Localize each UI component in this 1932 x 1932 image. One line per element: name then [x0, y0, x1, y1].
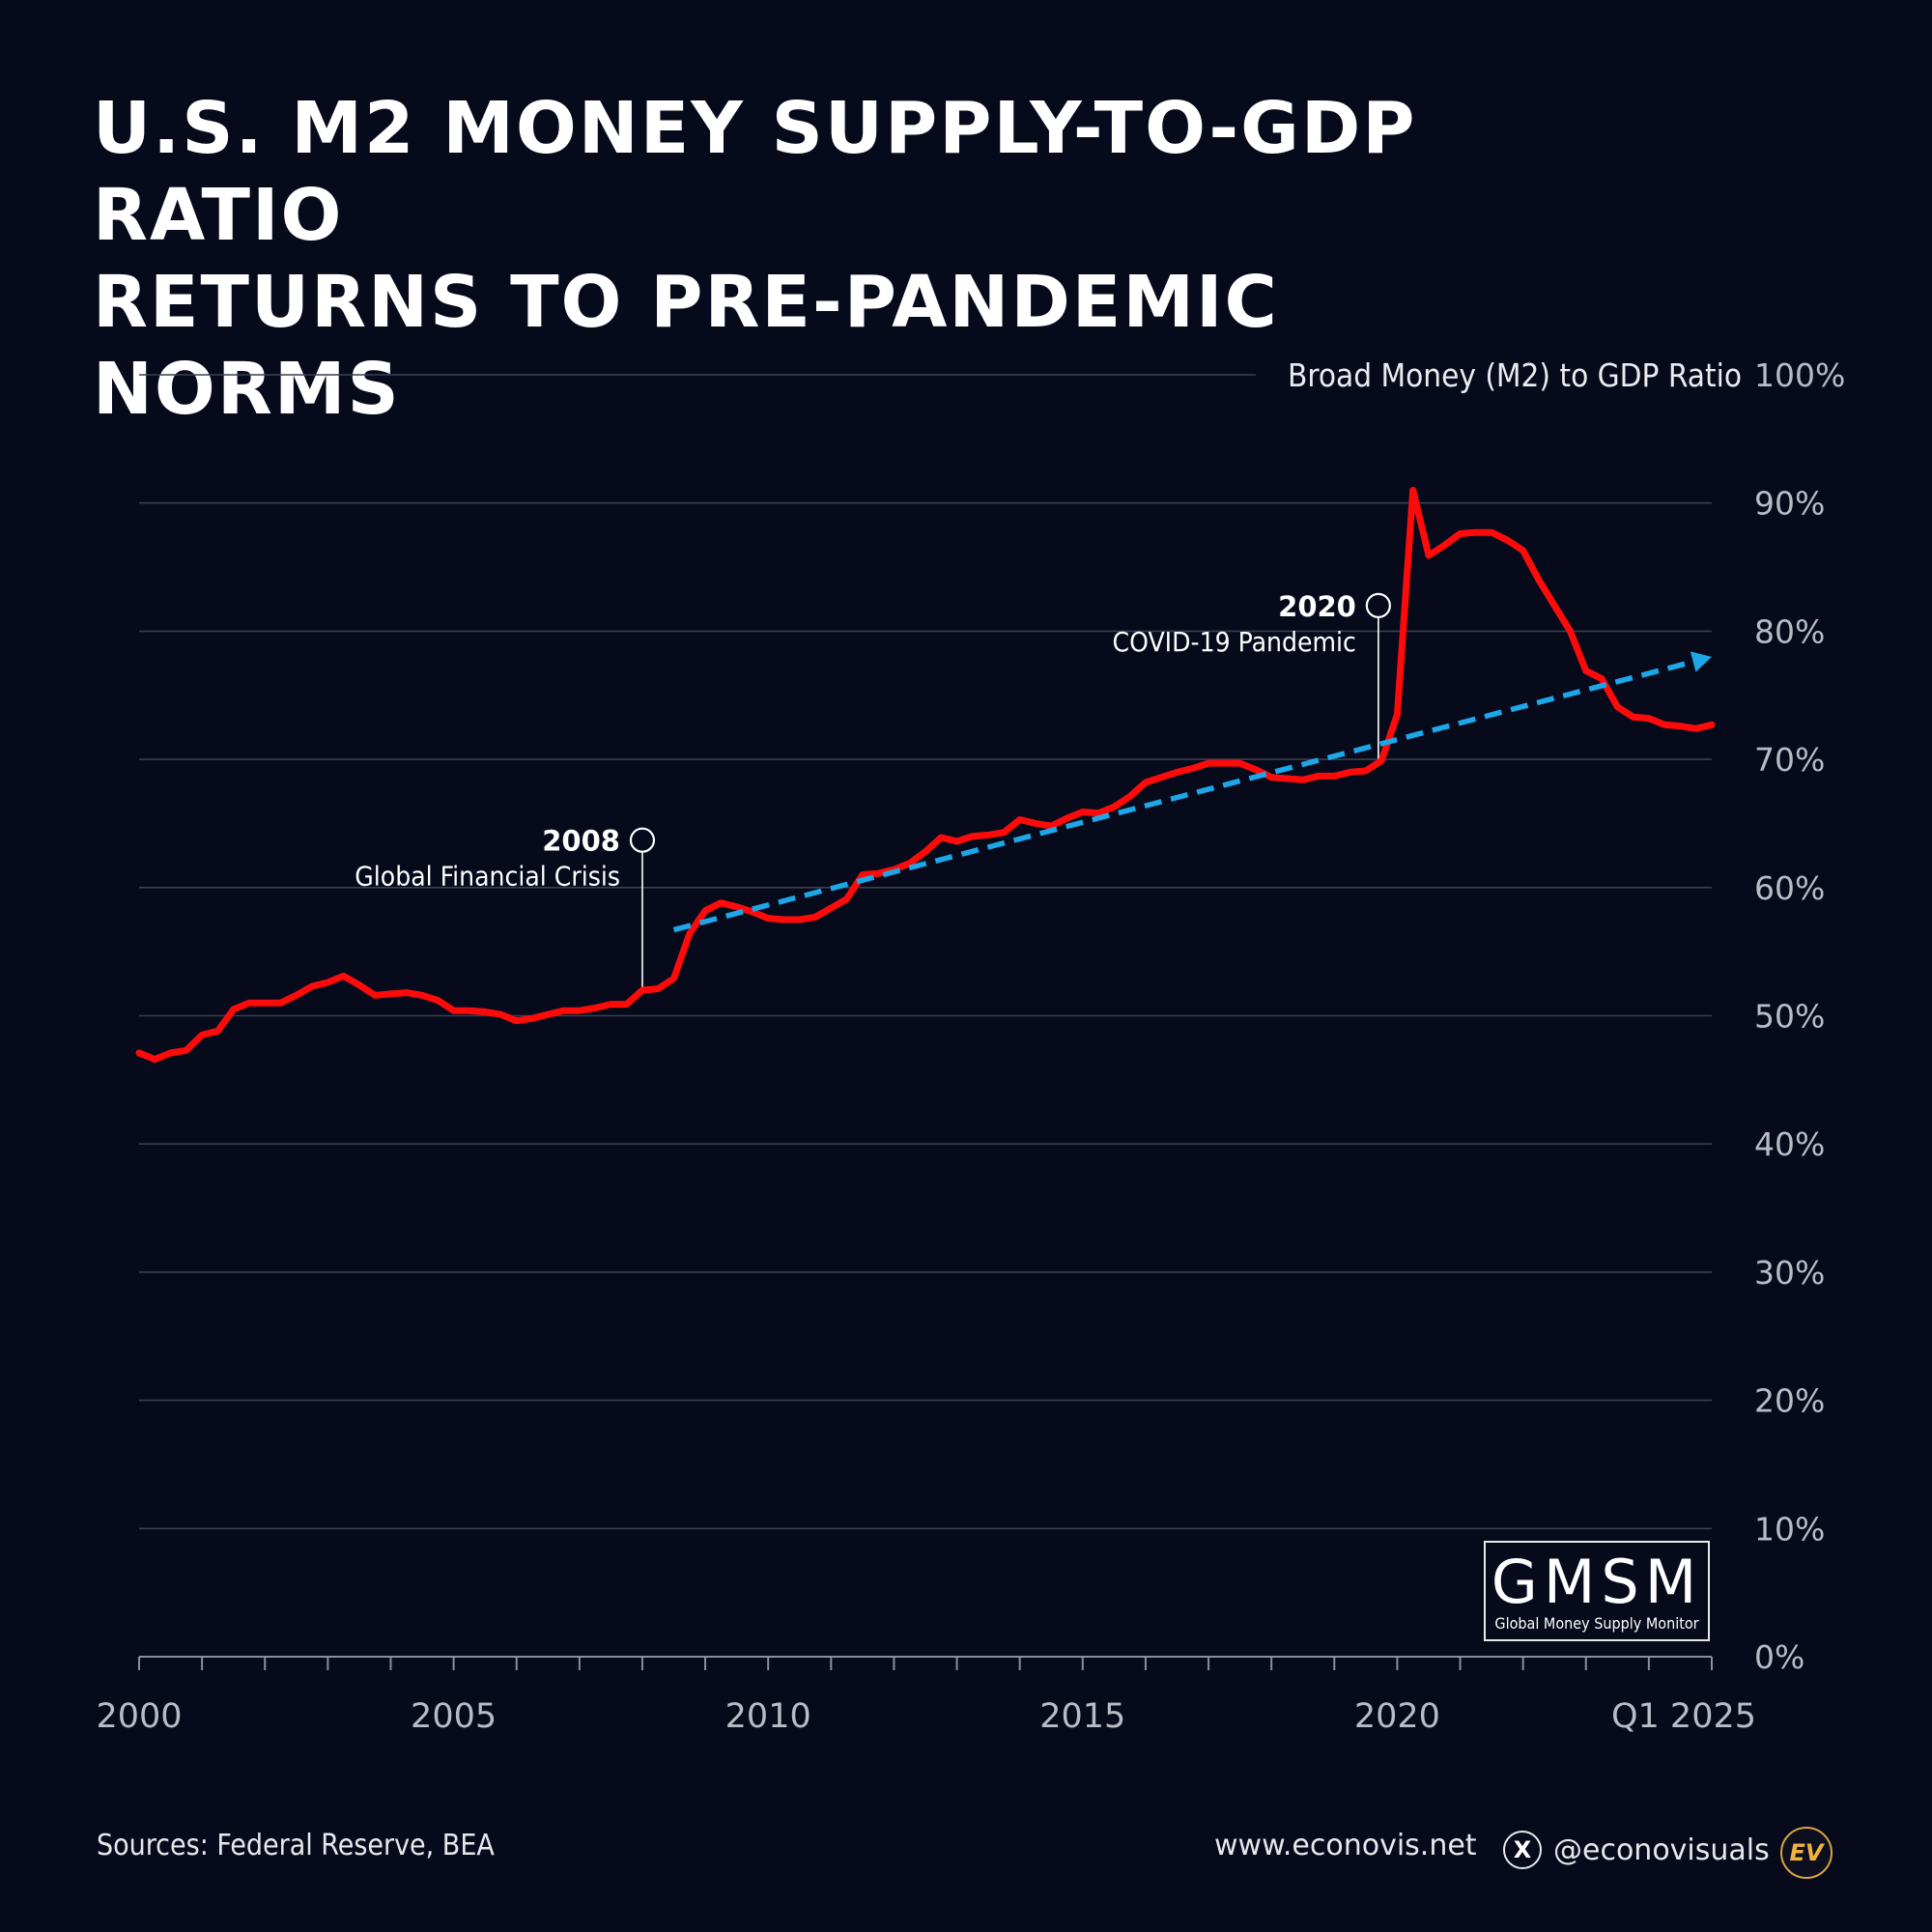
series-line-m2-gdp-ratio: [135, 486, 1716, 1064]
x-tick-label: 2000: [96, 1697, 182, 1736]
y-tick-label: 30%: [1754, 1254, 1825, 1292]
annotation-label: Global Financial Crisis: [355, 861, 620, 893]
y-tick-label: 100%: [1754, 356, 1845, 394]
annotation-marker: [1365, 592, 1391, 618]
y-tick-label: 40%: [1754, 1125, 1825, 1163]
y-tick-label: 80%: [1754, 612, 1825, 650]
trend-arrowhead: [1690, 651, 1712, 672]
y-tick-label: 0%: [1754, 1638, 1804, 1676]
gmsm-logo-subtitle: Global Money Supply Monitor: [1494, 1614, 1699, 1633]
x-logo-icon: X: [1503, 1831, 1542, 1869]
gmsm-logo-name: GMSM: [1491, 1547, 1703, 1617]
series-layer: [135, 486, 1716, 1064]
x-tick-label: 2020: [1354, 1697, 1440, 1736]
annotation-marker: [629, 827, 656, 853]
x-tick-label: 2015: [1039, 1697, 1125, 1736]
y-tick-label: 20%: [1754, 1382, 1825, 1420]
title-line-1: U.S. M2 Money Supply-to-GDP Ratio: [93, 87, 1417, 257]
y-tick-label: 60%: [1754, 869, 1825, 907]
ev-logo: EV: [1780, 1827, 1833, 1879]
website-link[interactable]: www.econovis.net: [1214, 1829, 1477, 1862]
annotation-year: 2008: [542, 825, 620, 858]
trend-line: [672, 659, 1694, 933]
y-axis-ticks: 0% 10% 20% 30% 40% 50% 60% 70% 80% 90% 100% Broad M…: [1288, 356, 1845, 1676]
x-tick-label: 2010: [725, 1697, 811, 1736]
y-tick-label: 70%: [1754, 741, 1825, 779]
x-axis: 2000 2005 2010 2015 2020 Q1 2025: [96, 1657, 1756, 1736]
y-tick-label: 90%: [1754, 485, 1825, 523]
y-tick-label: 50%: [1754, 998, 1825, 1036]
x-tick-label: Q1 2025: [1611, 1697, 1756, 1736]
sources-note: Sources: Federal Reserve, BEA: [97, 1829, 495, 1862]
x-tick-label: 2005: [411, 1697, 497, 1736]
social-handle[interactable]: X @econovisuals: [1503, 1826, 1770, 1874]
y-axis-title: Broad Money (M2) to GDP Ratio: [1288, 356, 1742, 394]
annotation-year: 2020: [1278, 590, 1356, 623]
title-line-2: Returns to Pre-Pandemic Norms: [93, 261, 1279, 431]
social-handle-text: @econovisuals: [1553, 1833, 1770, 1867]
y-tick-label: 10%: [1754, 1510, 1825, 1548]
gridlines: [139, 374, 1712, 1658]
page-title: U.S. M2 Money Supply-to-GDP Ratio Return…: [93, 85, 1542, 433]
gmsm-logo: GMSM Global Money Supply Monitor: [1484, 1541, 1710, 1641]
annotation-label: COVID-19 Pandemic: [1113, 626, 1356, 658]
